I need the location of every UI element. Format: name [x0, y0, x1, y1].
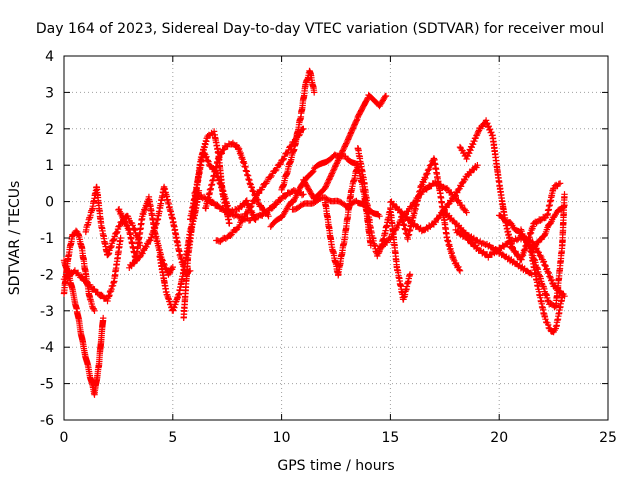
series-track [278, 67, 318, 193]
y-tick-label: -3 [40, 304, 54, 320]
y-tick-label: 1 [45, 158, 54, 174]
series-track [60, 234, 124, 305]
series-track [517, 191, 568, 311]
x-tick-label: 0 [60, 430, 69, 446]
series-markers [60, 234, 124, 305]
y-tick-label: 2 [45, 122, 54, 138]
series-track [60, 227, 98, 314]
series-markers [60, 257, 107, 398]
series-markers [387, 162, 481, 235]
series-markers [398, 155, 464, 274]
series-markers [126, 183, 194, 278]
x-tick-label: 20 [490, 430, 508, 446]
x-tick-label: 15 [381, 430, 399, 446]
series-markers [60, 227, 98, 314]
y-tick-label: 3 [45, 85, 54, 101]
series-markers [202, 139, 272, 220]
y-tick-label: 4 [45, 49, 54, 65]
y-axis-label: SDTVAR / TECUs [7, 181, 23, 296]
axis-ticks [63, 55, 609, 421]
y-tick-label: -4 [40, 340, 54, 356]
series-track [398, 155, 464, 274]
y-tick-label: -2 [40, 267, 54, 283]
series-track [60, 257, 107, 398]
y-tick-label: 0 [45, 195, 54, 211]
series-markers [456, 117, 516, 253]
chart-title: Day 164 of 2023, Sidereal Day-to-day VTE… [36, 21, 604, 37]
series-track [456, 117, 516, 253]
x-tick-labels: 0 5 10 15 20 25 [60, 430, 617, 446]
y-tick-labels: -6 -5 -4 -3 -2 -1 0 1 2 3 4 [40, 49, 54, 429]
x-tick-label: 5 [168, 430, 177, 446]
series-track [202, 139, 272, 220]
y-tick-label: -5 [40, 377, 54, 393]
y-tick-label: -1 [40, 231, 54, 247]
series-markers [496, 202, 568, 253]
series-markers [517, 191, 568, 311]
x-tick-label: 10 [273, 430, 291, 446]
series-track [115, 193, 176, 278]
series-markers [115, 193, 176, 278]
series-markers [278, 67, 318, 193]
y-tick-label: -6 [40, 413, 54, 429]
series-markers [300, 91, 390, 202]
data-marks [60, 67, 568, 398]
series-track [126, 183, 194, 278]
x-tick-label: 25 [599, 430, 617, 446]
series-track [300, 91, 390, 202]
x-axis-label: GPS time / hours [277, 458, 394, 474]
series-track [496, 202, 568, 253]
series-track [387, 162, 481, 235]
